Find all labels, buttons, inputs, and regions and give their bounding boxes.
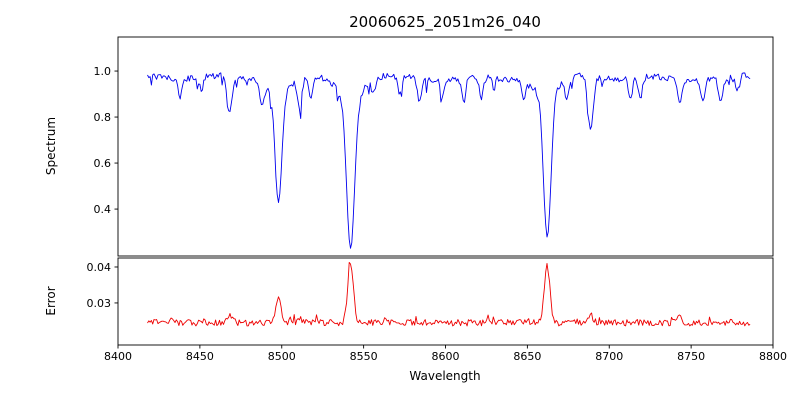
y-tick-label: 0.6 xyxy=(94,157,112,170)
error-line xyxy=(147,261,751,327)
x-axis-label: Wavelength xyxy=(409,369,480,383)
x-tick-label: 8650 xyxy=(513,350,541,363)
y-tick-label: 0.8 xyxy=(94,111,112,124)
y-tick-label: 0.04 xyxy=(87,261,112,274)
y-tick-label: 0.4 xyxy=(94,203,112,216)
spectrum-line xyxy=(147,72,751,249)
y-axis-label-spectrum: Spectrum xyxy=(44,117,58,175)
y-tick-label: 0.03 xyxy=(87,297,112,310)
x-tick-label: 8700 xyxy=(595,350,623,363)
x-tick-label: 8500 xyxy=(268,350,296,363)
x-tick-label: 8600 xyxy=(432,350,460,363)
x-tick-label: 8450 xyxy=(186,350,214,363)
y-axis-label-error: Error xyxy=(44,286,58,315)
plot-area: 8400 8450 8500 8550 8600 8650 8700 8750 8800 0.4 0… xyxy=(87,36,787,363)
x-tick-label: 8750 xyxy=(677,350,705,363)
x-tick-label: 8800 xyxy=(759,350,787,363)
panel-frame-0 xyxy=(117,36,774,257)
x-tick-label: 8400 xyxy=(104,350,132,363)
panel-frame-1 xyxy=(117,257,774,346)
y-tick-label: 1.0 xyxy=(94,65,112,78)
chart-title: 20060625_2051m26_040 xyxy=(349,13,541,32)
x-tick-label: 8550 xyxy=(350,350,378,363)
